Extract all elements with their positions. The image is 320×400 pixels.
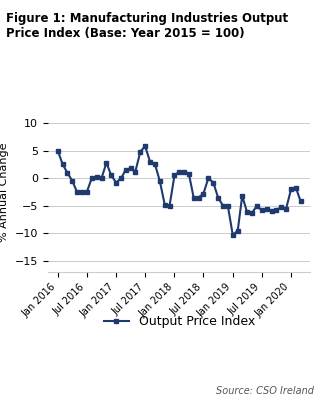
Y-axis label: % Annual Change: % Annual Change [0, 142, 9, 242]
Text: Source: CSO Ireland: Source: CSO Ireland [216, 386, 314, 396]
Legend: Output Price Index: Output Price Index [99, 310, 260, 333]
Text: Figure 1: Manufacturing Industries Output
Price Index (Base: Year 2015 = 100): Figure 1: Manufacturing Industries Outpu… [6, 12, 289, 40]
